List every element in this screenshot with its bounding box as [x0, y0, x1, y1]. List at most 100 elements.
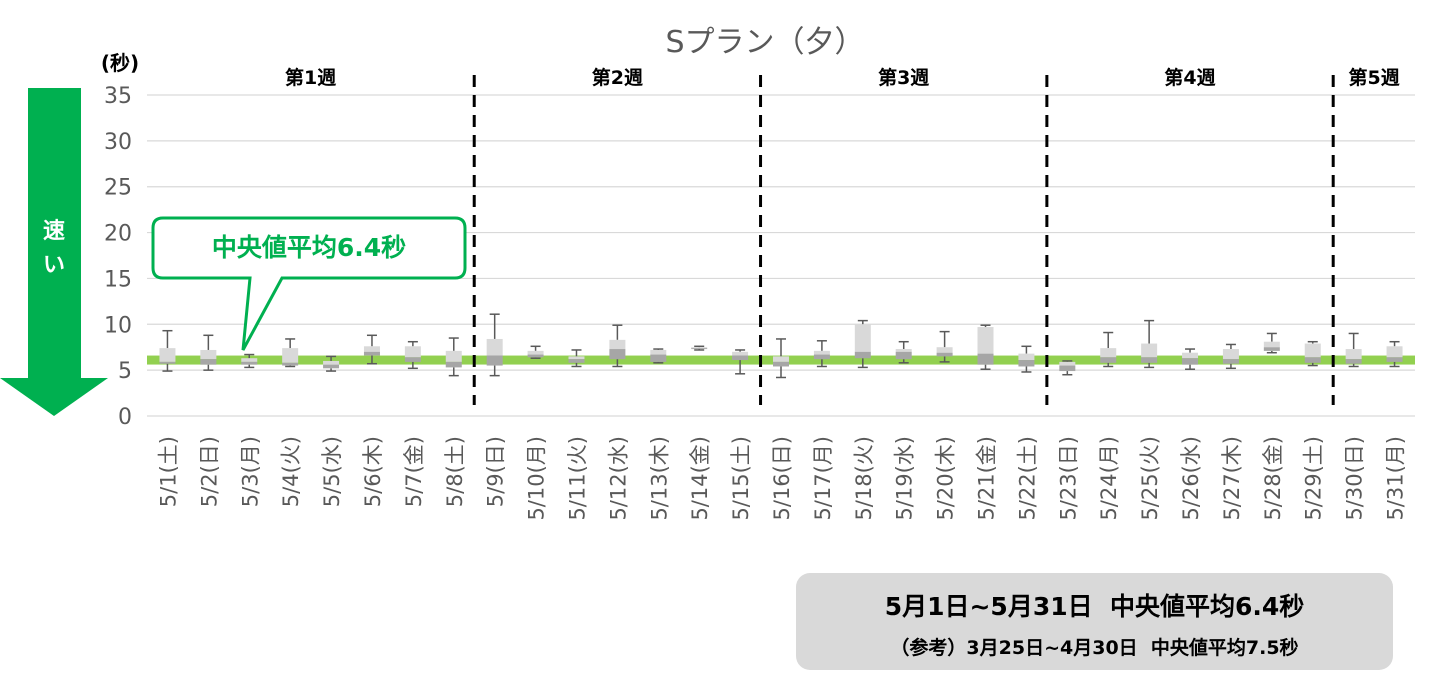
x-tick-label: 5/9(日) — [484, 436, 508, 507]
y-tick-label: 0 — [118, 405, 132, 430]
x-tick-label: 5/25(火) — [1138, 436, 1162, 521]
week-dividers: 第1週 第2週 第3週 第4週 第5週 — [285, 66, 1400, 405]
x-tick-label: 5/7(金) — [402, 436, 426, 507]
week-label: 第1週 — [285, 66, 336, 89]
box-upper — [486, 338, 503, 356]
week-label: 第3週 — [878, 66, 929, 89]
y-tick-label: 20 — [104, 222, 132, 247]
box-upper — [241, 358, 258, 362]
box-25 — [1141, 319, 1158, 369]
box-19 — [895, 340, 912, 364]
box-lower — [650, 354, 667, 362]
box-14 — [691, 345, 708, 351]
x-tick-label: 5/10(月) — [525, 436, 549, 521]
box-upper — [1182, 352, 1199, 359]
box-upper — [404, 346, 421, 358]
box-upper — [445, 350, 462, 362]
x-tick-label: 5/4(火) — [279, 436, 303, 507]
summary-main-text: 5月1日~5月31日 中央値平均6.4秒 — [884, 592, 1305, 621]
box-upper — [159, 348, 176, 362]
callout-text: 中央値平均6.4秒 — [212, 233, 406, 262]
summary-reference-text: （参考）3月25日~4月30日 中央値平均7.5秒 — [890, 637, 1299, 659]
box-lower — [732, 355, 749, 361]
box-upper — [732, 351, 749, 356]
box-10 — [527, 345, 544, 359]
box-upper — [609, 339, 626, 350]
speed-arrow — [0, 88, 108, 416]
box-lower — [445, 361, 462, 368]
y-tick-label: 35 — [104, 84, 132, 109]
box-29 — [1304, 340, 1321, 367]
box-lower — [936, 352, 953, 357]
box-11 — [568, 349, 585, 368]
box-upper — [568, 356, 585, 360]
speed-label-char-2: い — [43, 253, 65, 278]
box-upper — [1100, 348, 1117, 358]
x-tick-label: 5/17(月) — [811, 436, 835, 521]
box-upper — [1386, 346, 1403, 358]
box-7 — [404, 340, 421, 370]
box-4 — [282, 338, 299, 368]
speed-label-char-1: 速 — [43, 218, 65, 244]
box-lower — [527, 354, 544, 358]
box-28 — [1263, 332, 1280, 354]
box-series — [159, 313, 1403, 379]
box-31 — [1386, 340, 1403, 368]
x-tick-label: 5/16(日) — [770, 436, 794, 521]
box-2 — [200, 334, 217, 371]
x-tick-label: 5/5(水) — [320, 436, 344, 507]
box-5 — [323, 355, 340, 372]
box-6 — [363, 334, 380, 365]
box-upper — [200, 349, 217, 360]
box-lower — [568, 359, 585, 363]
box-3 — [241, 353, 258, 369]
y-axis-ticks: 0 5 10 15 20 25 30 35 — [104, 84, 132, 430]
box-12 — [609, 324, 626, 368]
box-lower — [1018, 360, 1035, 367]
box-lower — [404, 357, 421, 362]
box-lower — [486, 355, 503, 366]
box-24 — [1100, 331, 1117, 368]
box-upper — [650, 349, 667, 355]
box-26 — [1182, 348, 1199, 370]
box-17 — [813, 340, 830, 368]
box-lower — [323, 364, 340, 369]
box-upper — [323, 360, 340, 365]
box-27 — [1222, 343, 1239, 370]
week-label: 第4週 — [1164, 66, 1215, 89]
x-tick-label: 5/14(金) — [688, 436, 712, 521]
box-22 — [1018, 345, 1035, 373]
box-30 — [1345, 332, 1362, 368]
summary-box: 5月1日~5月31日 中央値平均6.4秒 （参考）3月25日~4月30日 中央値… — [796, 573, 1393, 670]
box-upper — [527, 350, 544, 355]
box-lower — [1304, 357, 1321, 363]
box-upper — [773, 356, 789, 362]
box-lower — [691, 348, 708, 350]
box-upper — [282, 348, 299, 363]
box-lower — [1100, 357, 1117, 363]
median-callout: 中央値平均6.4秒 — [151, 216, 467, 351]
box-lower — [977, 353, 994, 365]
box-lower — [895, 351, 912, 360]
box-lower — [363, 351, 380, 356]
x-tick-label: 5/23(日) — [1056, 436, 1080, 521]
box-upper — [977, 327, 994, 354]
x-tick-label: 5/18(火) — [852, 436, 876, 521]
box-upper — [1345, 349, 1362, 360]
box-upper — [1304, 343, 1321, 358]
box-15 — [732, 349, 749, 375]
x-tick-label: 5/19(水) — [893, 436, 917, 521]
x-tick-label: 5/12(水) — [606, 436, 630, 521]
x-tick-label: 5/28(金) — [1261, 436, 1285, 521]
box-lower — [1386, 357, 1403, 362]
x-tick-label: 5/27(木) — [1220, 436, 1244, 521]
week-label: 第5週 — [1348, 66, 1399, 89]
x-axis-labels: 5/1(土) 5/2(日) 5/3(月) 5/4(火) 5/5(水) 5/6(木) 5/7(… — [156, 436, 1407, 521]
x-tick-label: 5/20(木) — [934, 436, 958, 521]
box-upper — [1263, 341, 1280, 348]
x-tick-label: 5/2(日) — [197, 436, 221, 507]
box-lower — [1182, 358, 1199, 365]
x-tick-label: 5/29(土) — [1302, 436, 1326, 521]
box-13 — [650, 348, 667, 364]
